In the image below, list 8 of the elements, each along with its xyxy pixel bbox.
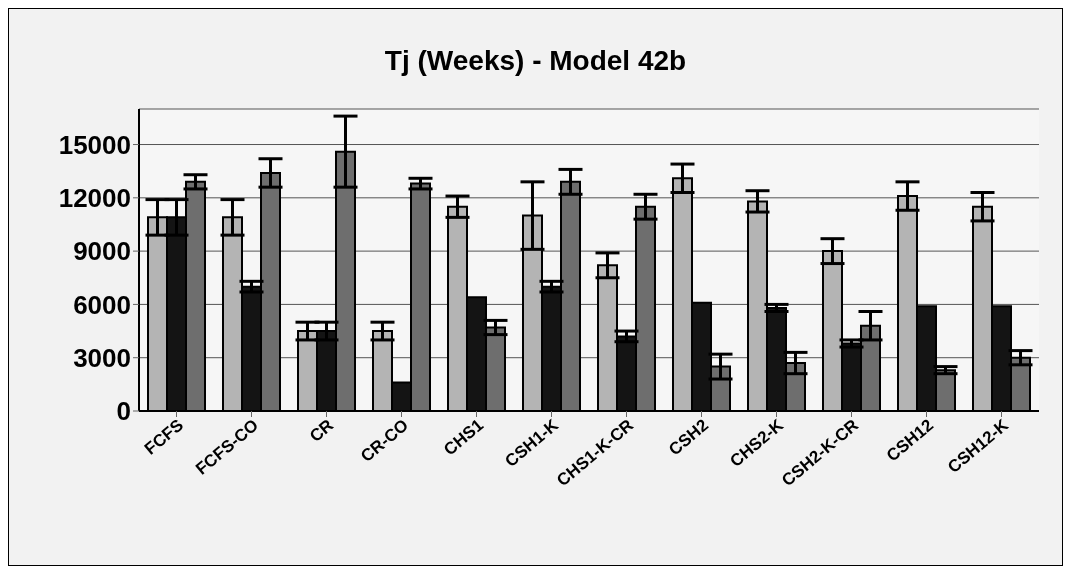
y-tick-label: 3000 (73, 342, 131, 373)
y-tick-label: 6000 (73, 289, 131, 320)
y-tick-label: 12000 (58, 183, 131, 214)
y-tick-label: 9000 (73, 236, 131, 267)
x-tick-label: CR (306, 415, 338, 446)
y-tick-label: 15000 (58, 129, 131, 160)
chart-title: Tj (Weeks) - Model 42b (383, 44, 688, 78)
y-tick-label: 0 (116, 396, 131, 427)
